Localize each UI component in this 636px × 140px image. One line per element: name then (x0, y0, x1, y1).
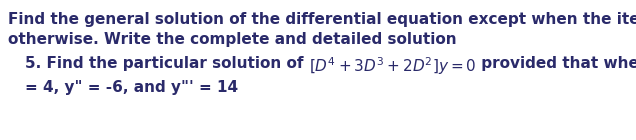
Text: $\left[D^{4}+3D^{3}+2D^{2}\right]y=0$: $\left[D^{4}+3D^{3}+2D^{2}\right]y=0$ (308, 55, 476, 77)
Text: Find the general solution of the differential equation except when the item stip: Find the general solution of the differe… (8, 12, 636, 27)
Text: provided that when x = 0, y = 0, y': provided that when x = 0, y = 0, y' (476, 56, 636, 71)
Text: otherwise. Write the complete and detailed solution: otherwise. Write the complete and detail… (8, 32, 457, 47)
Text: = 4, y" = -6, and y"' = 14: = 4, y" = -6, and y"' = 14 (25, 80, 238, 95)
Text: 5. Find the particular solution of: 5. Find the particular solution of (25, 56, 308, 71)
